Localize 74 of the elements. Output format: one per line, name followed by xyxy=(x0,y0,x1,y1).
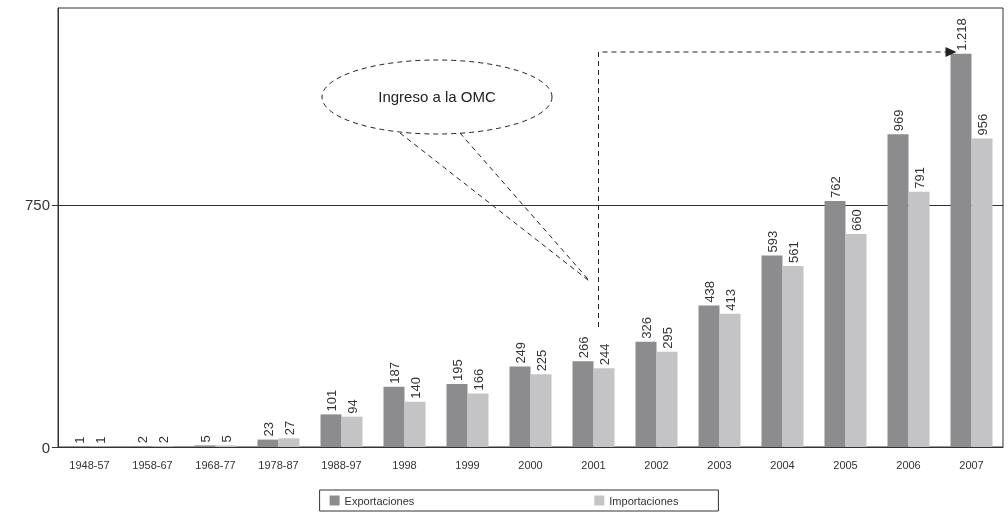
data-label: 593 xyxy=(764,230,780,253)
bar xyxy=(698,305,720,447)
bar xyxy=(341,416,363,447)
y-tick-label: 0 xyxy=(41,438,50,456)
x-tick-label: 2000 xyxy=(518,458,543,471)
data-label: 140 xyxy=(407,377,423,399)
bar xyxy=(845,233,867,447)
bar xyxy=(824,201,846,447)
data-label: 561 xyxy=(785,241,801,263)
x-tick-label: 2002 xyxy=(644,458,669,471)
x-tick-label: 2006 xyxy=(896,458,921,471)
data-label: 956 xyxy=(974,113,990,136)
data-label: 438 xyxy=(701,280,717,303)
x-tick-label: 1948-57 xyxy=(69,458,110,471)
x-tick-label: 1968-77 xyxy=(195,458,236,471)
legend-label: Exportaciones xyxy=(344,494,415,507)
data-label: 5 xyxy=(197,435,213,443)
x-tick-label: 1999 xyxy=(455,458,480,471)
bar xyxy=(320,414,342,447)
data-label: 166 xyxy=(470,368,486,391)
bar xyxy=(971,138,993,447)
x-tick-label: 2003 xyxy=(707,458,732,471)
x-tick-label: 2004 xyxy=(770,458,795,471)
bar xyxy=(446,384,468,447)
data-label: 1 xyxy=(71,436,87,444)
bar xyxy=(572,361,594,447)
data-label: 2 xyxy=(155,436,171,444)
data-label: 249 xyxy=(512,341,528,364)
bar xyxy=(278,438,300,447)
data-label: 266 xyxy=(575,336,591,359)
y-tick-label: 750 xyxy=(24,196,50,214)
data-label: 94 xyxy=(344,399,360,414)
bar xyxy=(761,255,783,447)
x-tick-label: 1958-67 xyxy=(132,458,173,471)
annotation: Ingreso a la OMC xyxy=(378,88,496,105)
x-tick-label: 1998 xyxy=(392,458,417,471)
data-label: 244 xyxy=(596,343,612,366)
bar xyxy=(782,265,804,447)
data-label: 23 xyxy=(260,422,276,437)
bar xyxy=(908,191,930,447)
data-label: 101 xyxy=(323,389,339,412)
x-tick-label: 2005 xyxy=(833,458,858,471)
bar xyxy=(635,341,657,447)
data-label: 762 xyxy=(827,176,843,199)
data-label: 2 xyxy=(134,436,150,444)
data-label: 1 xyxy=(92,436,108,444)
bar xyxy=(467,393,489,447)
bar xyxy=(530,374,552,447)
data-label: 295 xyxy=(659,327,675,349)
data-label: 225 xyxy=(533,349,549,372)
x-tick-label: 2001 xyxy=(581,458,606,471)
data-label: 187 xyxy=(386,361,402,384)
data-label: 195 xyxy=(449,359,465,382)
data-label: 5 xyxy=(218,435,234,443)
data-label: 326 xyxy=(638,317,654,339)
x-tick-label: 1988-97 xyxy=(321,458,362,471)
bar xyxy=(257,439,279,447)
bar xyxy=(593,368,615,447)
data-label: 969 xyxy=(890,109,906,132)
legend-label: Importaciones xyxy=(609,494,679,507)
bar xyxy=(383,386,405,447)
x-tick-label: 2007 xyxy=(959,458,984,471)
data-label: 1.218 xyxy=(953,18,969,51)
bar xyxy=(719,313,741,447)
data-label: 413 xyxy=(722,288,738,311)
bar xyxy=(656,351,678,447)
data-label: 27 xyxy=(281,420,297,436)
bar xyxy=(509,366,531,447)
bar xyxy=(404,401,426,447)
data-label: 660 xyxy=(848,209,864,231)
x-tick-label: 1978-87 xyxy=(258,458,299,471)
data-label: 791 xyxy=(911,166,927,189)
bar xyxy=(887,134,909,447)
bar xyxy=(950,53,972,447)
